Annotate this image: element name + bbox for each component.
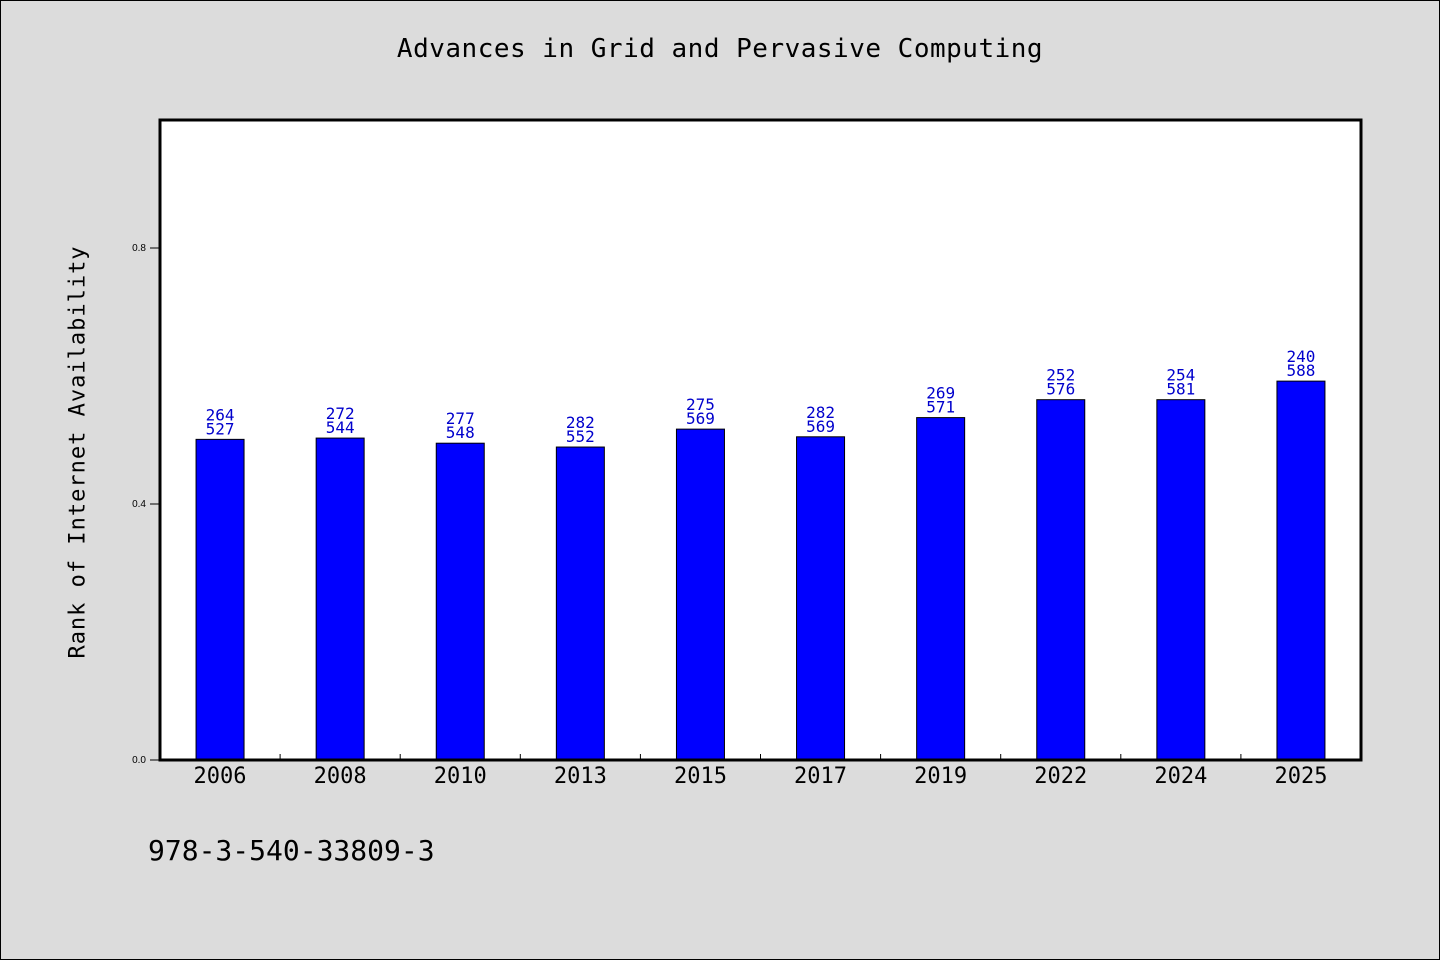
bar bbox=[675, 428, 725, 761]
y-tick-label: 0.4 bbox=[132, 499, 146, 510]
bar-label-top: 240 bbox=[1286, 347, 1315, 366]
bar bbox=[1156, 399, 1206, 761]
bar-label-bottom: 581 bbox=[1166, 380, 1195, 399]
bar bbox=[315, 437, 365, 761]
bar-label-bottom: 571 bbox=[926, 398, 955, 417]
bar-label-bottom: 569 bbox=[806, 417, 835, 436]
x-tick-label: 2006 bbox=[194, 764, 247, 789]
x-tick-label: 2024 bbox=[1154, 764, 1207, 789]
x-tick-label: 2008 bbox=[314, 764, 367, 789]
bar-label-bottom: 588 bbox=[1286, 361, 1315, 380]
bar-label-bottom: 552 bbox=[566, 427, 595, 446]
bar bbox=[796, 436, 846, 761]
x-tick-label: 2025 bbox=[1274, 764, 1327, 789]
bar-label-bottom: 527 bbox=[206, 419, 235, 438]
bar bbox=[916, 417, 966, 761]
bar-label-bottom: 544 bbox=[326, 418, 355, 437]
bar-label-top: 269 bbox=[926, 384, 955, 403]
y-tick-label: 0.8 bbox=[132, 243, 146, 254]
x-tick-label: 2022 bbox=[1034, 764, 1087, 789]
bar-label-bottom: 576 bbox=[1046, 380, 1075, 399]
x-tick-label: 2013 bbox=[554, 764, 607, 789]
bar-label-top: 275 bbox=[686, 395, 715, 414]
x-tick-label: 2015 bbox=[674, 764, 727, 789]
bar-label-top: 277 bbox=[446, 409, 475, 428]
x-tick-label: 2010 bbox=[434, 764, 487, 789]
plot-border bbox=[158, 118, 1363, 762]
bar bbox=[435, 442, 485, 761]
isbn-text: 978-3-540-33809-3 bbox=[148, 834, 435, 867]
bar bbox=[1036, 399, 1086, 761]
bar bbox=[1276, 380, 1326, 761]
bar-label-top: 264 bbox=[206, 405, 235, 424]
bar-label-top: 282 bbox=[806, 403, 835, 422]
chart-title: Advances in Grid and Pervasive Computing bbox=[396, 34, 1044, 64]
bar-label-bottom: 569 bbox=[686, 409, 715, 428]
bar-label-top: 254 bbox=[1166, 366, 1195, 385]
x-tick-label: 2017 bbox=[794, 764, 847, 789]
bar-label-top: 272 bbox=[326, 404, 355, 423]
bar-label-top: 252 bbox=[1046, 366, 1075, 385]
bar bbox=[195, 438, 245, 761]
bar-label-bottom: 548 bbox=[446, 423, 475, 442]
x-tick-label: 2019 bbox=[914, 764, 967, 789]
y-tick-label: 0.0 bbox=[132, 755, 146, 766]
bar bbox=[555, 446, 605, 761]
bar-label-top: 282 bbox=[566, 413, 595, 432]
